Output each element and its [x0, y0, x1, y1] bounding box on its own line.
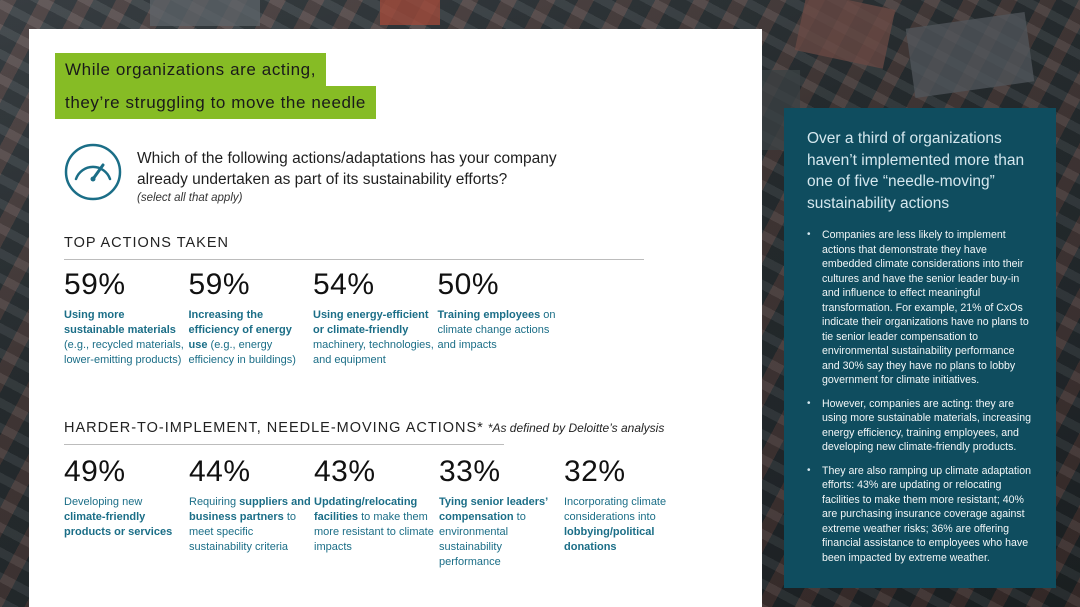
- stat-item: 59% Using more sustainable materials (e.g…: [64, 268, 186, 368]
- stat-item: 33% Tying senior leaders’ compensation to…: [439, 455, 561, 570]
- stat-percentage: 50%: [437, 268, 500, 301]
- stat-description: Incorporating climate considerations int…: [564, 496, 667, 553]
- stat-percentage: 33%: [439, 455, 501, 488]
- sidebar-bullet: However, companies are acting: they are …: [807, 397, 1034, 455]
- sidebar-title: Over a third of organizations haven’t im…: [807, 130, 1025, 212]
- stat-description: Using energy-efficient or climate-friend…: [313, 309, 434, 366]
- headline-line-2: they’re struggling to move the needle: [55, 86, 376, 119]
- harder-actions-note: *As defined by Deloitte’s analysis: [487, 421, 665, 435]
- headline-line-1: While organizations are acting,: [55, 53, 327, 86]
- stat-item: 32% Incorporating climate considerations …: [564, 455, 686, 555]
- harder-actions-divider: [64, 444, 504, 445]
- harder-actions-title: HARDER-TO-IMPLEMENT, NEEDLE-MOVING ACTIO…: [64, 420, 484, 436]
- stat-item: 54% Using energy-efficient or climate-fri…: [313, 268, 435, 368]
- stat-item: 44% Requiring suppliers and business part…: [189, 455, 311, 555]
- question-note: (select all that apply): [137, 192, 243, 204]
- stat-description: Using more sustainable materials (e.g., …: [64, 309, 184, 366]
- stat-description: Developing new climate-friendly products…: [64, 496, 173, 538]
- stat-description: Updating/relocating facilities to make t…: [314, 496, 434, 553]
- stat-item: 59% Increasing the efficiency of energy u…: [189, 268, 311, 368]
- stat-item: 50% Training employees on climate change …: [438, 268, 560, 353]
- sidebar-bullet: Companies are less likely to implement a…: [807, 228, 1034, 388]
- question-text: Which of the following actions/adaptatio…: [137, 150, 557, 188]
- stat-item: 43% Updating/relocating facilities to mak…: [314, 455, 436, 555]
- stat-description: Requiring suppliers and business partner…: [189, 496, 311, 553]
- stat-percentage: 59%: [188, 268, 251, 301]
- gauge-icon: [64, 143, 122, 201]
- stat-item: 49% Developing new climate-friendly produ…: [64, 455, 186, 540]
- harder-actions-heading: HARDER-TO-IMPLEMENT, NEEDLE-MOVING ACTIO…: [64, 420, 664, 436]
- survey-question: Which of the following actions/adaptatio…: [137, 148, 597, 206]
- stat-description: Tying senior leaders’ compensation to en…: [439, 496, 548, 568]
- stat-description: Increasing the efficiency of energy use …: [188, 309, 296, 366]
- top-actions-divider: [64, 259, 644, 260]
- sidebar-summary: Over a third of organizations haven’t im…: [784, 108, 1056, 588]
- stat-description: Training employees on climate change act…: [437, 309, 556, 351]
- sidebar-bullets: Companies are less likely to implement a…: [807, 228, 1034, 565]
- sidebar-bullet: They are also ramping up climate adaptat…: [807, 464, 1034, 566]
- stat-percentage: 44%: [189, 455, 251, 488]
- content-panel: [29, 29, 762, 607]
- stat-percentage: 59%: [64, 268, 126, 301]
- stat-percentage: 54%: [313, 268, 375, 301]
- top-actions-title: TOP ACTIONS TAKEN: [64, 235, 229, 251]
- stat-percentage: 32%: [564, 455, 626, 488]
- stat-percentage: 49%: [64, 455, 126, 488]
- stat-percentage: 43%: [314, 455, 376, 488]
